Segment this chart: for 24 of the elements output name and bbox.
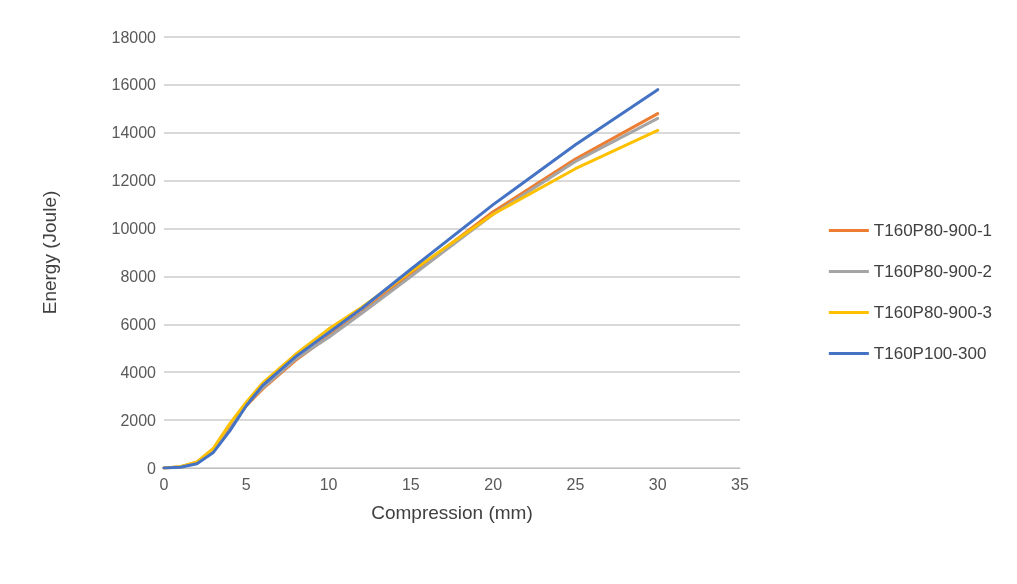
- x-tick-label: 10: [319, 475, 338, 493]
- x-tick-label: 30: [648, 475, 667, 493]
- y-tick-label: 8000: [120, 267, 157, 285]
- y-tick-label: 0: [147, 459, 157, 477]
- x-tick-label: 0: [159, 475, 169, 493]
- legend-label: T160P100-300: [873, 344, 987, 363]
- y-tick-label: 6000: [120, 315, 157, 333]
- legend-label: T160P80-900-2: [873, 262, 992, 281]
- y-tick-label: 14000: [111, 124, 157, 142]
- legend-label: T160P80-900-3: [873, 303, 992, 322]
- y-tick-label: 10000: [111, 220, 157, 238]
- legend-label: T160P80-900-1: [873, 221, 992, 240]
- x-tick-label: 25: [566, 475, 585, 493]
- x-tick-label: 35: [731, 475, 749, 493]
- y-tick-label: 16000: [111, 76, 157, 94]
- x-axis-title: Compression (mm): [371, 502, 533, 523]
- x-tick-label: 20: [484, 475, 503, 493]
- y-tick-label: 12000: [111, 172, 157, 190]
- x-tick-label: 15: [401, 475, 420, 493]
- y-tick-label: 18000: [111, 28, 157, 46]
- y-axis-title: Energy (Joule): [39, 190, 60, 315]
- y-tick-label: 2000: [120, 411, 157, 429]
- y-tick-label: 4000: [120, 363, 157, 381]
- x-tick-label: 5: [241, 475, 251, 493]
